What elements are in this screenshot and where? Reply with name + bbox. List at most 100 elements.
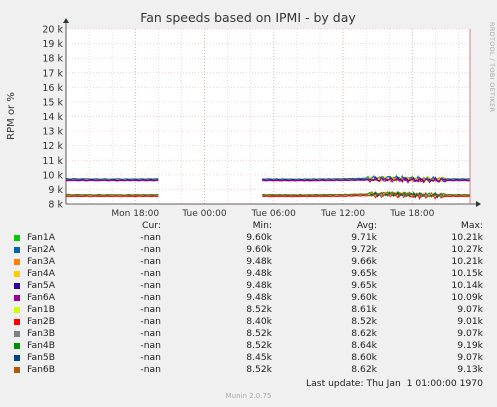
- y-tick-label: 13 k: [42, 127, 63, 138]
- legend-name: Fan2A: [27, 244, 56, 255]
- legend-max: 9.19k: [457, 340, 483, 351]
- legend-avg: 8.62k: [351, 364, 377, 375]
- legend-name: Fan5A: [27, 280, 56, 291]
- y-tick-label: 16 k: [42, 83, 63, 94]
- y-tick-label: 11 k: [42, 156, 63, 167]
- legend-cur: -nan: [140, 232, 161, 243]
- legend-row: Fan2A -nan 9.60k 9.72k 10.27k: [0, 244, 497, 256]
- x-axis-arrow-icon: [476, 201, 481, 207]
- legend-avg: 8.61k: [351, 304, 377, 315]
- legend-cur: -nan: [140, 316, 161, 327]
- y-tick-label: 15 k: [42, 97, 63, 108]
- legend-header-avg: Avg:: [356, 220, 377, 231]
- legend-row: Fan6A -nan 9.48k 9.60k 10.09k: [0, 292, 497, 304]
- legend-min: 9.48k: [246, 280, 272, 291]
- legend-avg: 9.72k: [351, 244, 377, 255]
- legend-avg: 9.60k: [351, 292, 377, 303]
- legend-header-max: Max:: [460, 220, 483, 231]
- legend-name: Fan3B: [27, 328, 56, 339]
- legend-max: 9.13k: [457, 364, 483, 375]
- legend-min: 9.48k: [246, 256, 272, 267]
- legend-row: Fan5B -nan 8.45k 8.60k 9.07k: [0, 352, 497, 364]
- legend-name: Fan2B: [27, 316, 56, 327]
- legend-swatch: [14, 343, 20, 349]
- legend-avg: 8.64k: [351, 340, 377, 351]
- legend-min: 8.52k: [246, 340, 272, 351]
- legend-min: 8.52k: [246, 304, 272, 315]
- y-tick-label: 12 k: [42, 141, 63, 152]
- y-axis-arrow-icon: [63, 18, 69, 23]
- legend-header: Cur: Min: Avg: Max:: [0, 220, 497, 232]
- legend-cur: -nan: [140, 364, 161, 375]
- legend-min: 8.40k: [246, 316, 272, 327]
- legend-min: 9.60k: [246, 244, 272, 255]
- x-tick-label: Tue 18:00: [389, 209, 434, 219]
- legend-avg: 8.60k: [351, 352, 377, 363]
- legend-cur: -nan: [140, 256, 161, 267]
- legend-swatch: [14, 307, 20, 313]
- legend-name: Fan6B: [27, 364, 56, 375]
- y-tick-label: 8 k: [48, 200, 63, 211]
- x-tick-label: Tue 00:00: [181, 209, 226, 219]
- legend-row: Fan4B -nan 8.52k 8.64k 9.19k: [0, 340, 497, 352]
- y-tick-label: 18 k: [42, 54, 63, 65]
- legend-row: Fan2B -nan 8.40k 8.52k 9.01k: [0, 316, 497, 328]
- legend-swatch: [14, 271, 20, 277]
- legend-avg: 8.62k: [351, 328, 377, 339]
- legend-min: 8.45k: [246, 352, 272, 363]
- legend-avg: 9.65k: [351, 280, 377, 291]
- legend-cur: -nan: [140, 280, 161, 291]
- y-tick-label: 17 k: [42, 68, 63, 79]
- legend-max: 9.07k: [457, 328, 483, 339]
- y-tick-label: 9 k: [48, 185, 63, 196]
- legend-cur: -nan: [140, 244, 161, 255]
- legend-name: Fan4B: [27, 340, 56, 351]
- legend-cur: -nan: [140, 352, 161, 363]
- legend-max: 9.01k: [457, 316, 483, 327]
- legend-swatch: [14, 259, 20, 265]
- legend-max: 10.14k: [451, 280, 483, 291]
- legend-max: 10.27k: [451, 244, 483, 255]
- y-tick-label: 14 k: [42, 112, 63, 123]
- y-tick-label: 19 k: [42, 39, 63, 50]
- x-tick-label: Tue 12:00: [320, 209, 365, 219]
- legend-max: 10.15k: [451, 268, 483, 279]
- legend-max: 9.07k: [457, 352, 483, 363]
- legend-cur: -nan: [140, 328, 161, 339]
- legend-max: 10.21k: [451, 256, 483, 267]
- legend-header-cur: Cur:: [142, 220, 161, 231]
- legend-row: Fan6B -nan 8.52k 8.62k 9.13k: [0, 364, 497, 376]
- legend-row: Fan1B -nan 8.52k 8.61k 9.07k: [0, 304, 497, 316]
- legend-table: Cur: Min: Avg: Max: Fan1A -nan 9.60k 9.71k 1…: [0, 220, 497, 376]
- legend-cur: -nan: [140, 292, 161, 303]
- legend-swatch: [14, 319, 20, 325]
- legend-name: Fan1B: [27, 304, 56, 315]
- legend-min: 9.48k: [246, 292, 272, 303]
- series-line-fan6b: [65, 190, 471, 199]
- legend-max: 9.07k: [457, 304, 483, 315]
- legend-name: Fan3A: [27, 256, 56, 267]
- legend-header-min: Min:: [252, 220, 272, 231]
- y-tick-label: 20 k: [42, 25, 63, 36]
- last-update: Last update: Thu Jan 1 01:00:00 1970: [306, 378, 483, 389]
- legend-avg: 9.66k: [351, 256, 377, 267]
- x-tick-label: Tue 06:00: [251, 209, 296, 219]
- legend-row: Fan4A -nan 9.48k 9.65k 10.15k: [0, 268, 497, 280]
- legend-avg: 9.65k: [351, 268, 377, 279]
- legend-max: 10.21k: [451, 232, 483, 243]
- legend-swatch: [14, 295, 20, 301]
- legend-row: Fan5A -nan 9.48k 9.65k 10.14k: [0, 280, 497, 292]
- legend-swatch: [14, 367, 20, 373]
- legend-swatch: [14, 331, 20, 337]
- legend-name: Fan4A: [27, 268, 56, 279]
- legend-name: Fan5B: [27, 352, 56, 363]
- rrdtool-credit: RRDTOOL / TOBI OETIKER: [488, 22, 496, 113]
- legend-swatch: [14, 235, 20, 241]
- legend-row: Fan3B -nan 8.52k 8.62k 9.07k: [0, 328, 497, 340]
- x-tick-label: Mon 18:00: [111, 209, 159, 219]
- legend-swatch: [14, 283, 20, 289]
- legend-row: Fan1A -nan 9.60k 9.71k 10.21k: [0, 232, 497, 244]
- legend-cur: -nan: [140, 268, 161, 279]
- legend-name: Fan1A: [27, 232, 56, 243]
- legend-min: 9.48k: [246, 268, 272, 279]
